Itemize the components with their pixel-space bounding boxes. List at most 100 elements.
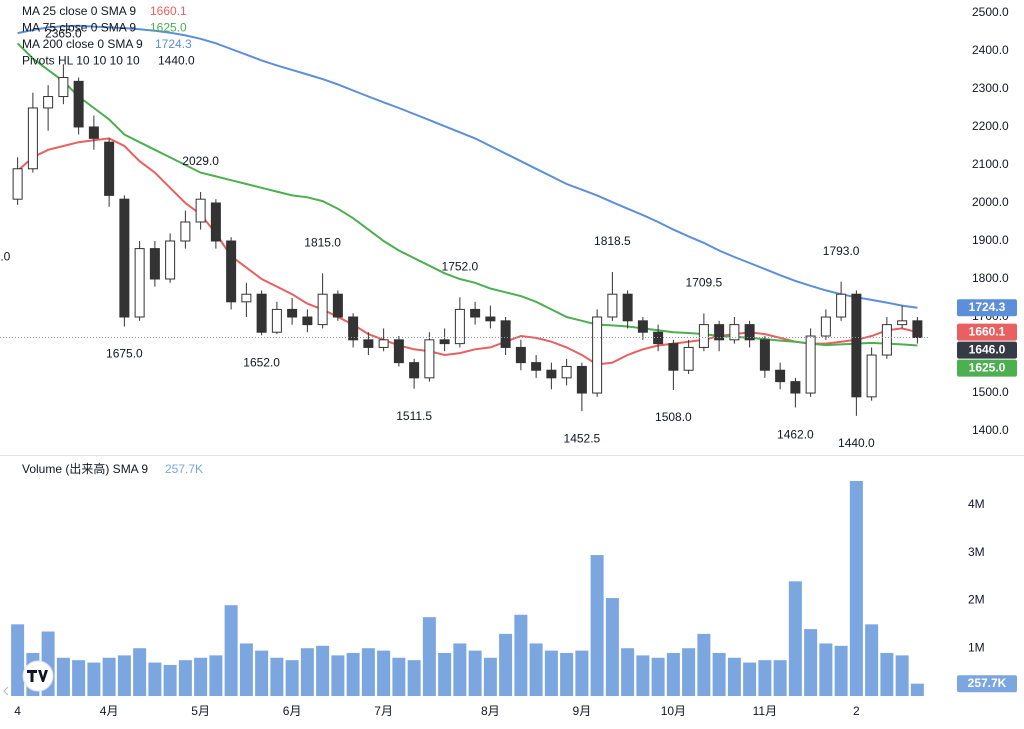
candle-body (332, 293, 343, 318)
x-tick-label: 2 (853, 704, 860, 718)
candle-body (12, 168, 23, 200)
pivot-label: 1652.0 (243, 355, 280, 369)
volume-bar (529, 643, 543, 696)
volume-tick-label: 4M (968, 497, 985, 511)
candle-body (683, 346, 694, 371)
axes: 1400.01500.01600.01700.01800.01900.02000… (14, 5, 1017, 718)
candle-body (104, 141, 115, 196)
volume-bar (56, 657, 70, 696)
candle-body (561, 365, 572, 379)
candle-body (531, 362, 542, 371)
pivot-label: 1508.0 (655, 410, 692, 424)
volume-bar (346, 653, 360, 696)
candle-body (897, 320, 908, 326)
volume-bar (865, 624, 879, 696)
price-badge-label: 1646.0 (969, 342, 1006, 356)
volume-bar (331, 655, 345, 696)
legend-name: MA 75 close 0 SMA 9 (22, 21, 136, 35)
y-tick-label: 2400.0 (972, 43, 1009, 57)
candle-body (119, 198, 130, 318)
candle-body (744, 324, 755, 341)
volume-tick-label: 2M (968, 593, 985, 607)
volume-bar (117, 655, 131, 696)
legend-value: 1724.3 (155, 37, 192, 51)
candle-body (393, 339, 404, 364)
ma-line (16, 42, 918, 347)
volume-bar (834, 645, 848, 696)
volume-bar (72, 660, 86, 696)
volume-bar (255, 650, 269, 696)
volume-bar (804, 629, 818, 696)
candle-body (409, 362, 420, 379)
volume-bar (499, 633, 513, 696)
candle-body (851, 293, 862, 398)
candle-body (500, 320, 511, 348)
candle-body (378, 339, 389, 348)
volume-bar (514, 614, 528, 696)
volume-bar (422, 617, 436, 696)
candle-body (195, 198, 206, 223)
volume-bar (849, 481, 863, 696)
legend-name: MA 200 close 0 SMA 9 (22, 37, 143, 51)
volume-bar (300, 648, 314, 696)
legend-name: Pivots HL 10 10 10 10 (22, 54, 140, 68)
volume-bar (575, 650, 589, 696)
volume-bar (544, 650, 558, 696)
candle-body (759, 339, 770, 371)
pivot-label: 1709.5 (686, 276, 723, 290)
candle-body (226, 240, 237, 303)
candle-body (881, 324, 892, 356)
volume-pane (11, 481, 924, 696)
legend-name: MA 25 close 0 SMA 9 (22, 4, 136, 18)
volume-bar (178, 660, 192, 696)
volume-bar (377, 650, 391, 696)
x-tick-label: 9月 (573, 704, 592, 718)
pivot-label: 1462.0 (777, 428, 814, 442)
logo (22, 660, 54, 692)
candle-body (698, 324, 709, 348)
volume-bar (819, 643, 833, 696)
candle-body (607, 293, 618, 318)
pivot-label: 1511.5 (396, 409, 432, 423)
volume-bar (407, 660, 421, 696)
candle-body (668, 343, 679, 371)
volume-bar (285, 660, 299, 696)
legend-value: 1440.0 (158, 54, 195, 68)
volume-bar (605, 598, 619, 696)
candle-body (58, 77, 69, 98)
candle-body (866, 354, 877, 398)
volume-tick-label: 3M (968, 545, 985, 559)
volume-bar (880, 653, 894, 696)
candle-body (775, 369, 786, 383)
pivot-label: 1778.0 (0, 250, 11, 264)
pivot-label: 2365.0 (45, 26, 82, 40)
y-tick-label: 2200.0 (972, 119, 1009, 133)
candle-body (241, 293, 252, 303)
y-tick-label: 2500.0 (972, 5, 1009, 19)
candle-body (592, 316, 603, 394)
volume-bar (895, 655, 909, 696)
candle-body (439, 339, 450, 345)
candle-body (790, 381, 801, 394)
volume-bar (743, 662, 757, 696)
volume-bar (590, 555, 604, 696)
volume-bar (438, 653, 452, 696)
candle-body (149, 248, 160, 280)
volume-bar (148, 662, 162, 696)
price-badge-label: 1625.0 (969, 360, 1006, 374)
volume-bar (651, 657, 665, 696)
price-pane: 1778.0 2365.0 2029.0 1815.0 1752.0 1818.5 1709… (0, 24, 930, 450)
price-badge-label: 1660.1 (969, 324, 1006, 338)
scroll-handle[interactable] (3, 686, 9, 696)
candle-body (714, 324, 725, 341)
volume-bar (712, 653, 726, 696)
volume-bar (270, 657, 284, 696)
candle-body (180, 221, 191, 242)
volume-bar (361, 648, 375, 696)
candle-body (515, 346, 526, 364)
pivot-label: 2029.0 (182, 154, 219, 168)
volume-bar (392, 657, 406, 696)
x-tick-label: 5月 (191, 704, 210, 718)
y-tick-label: 2000.0 (972, 195, 1009, 209)
